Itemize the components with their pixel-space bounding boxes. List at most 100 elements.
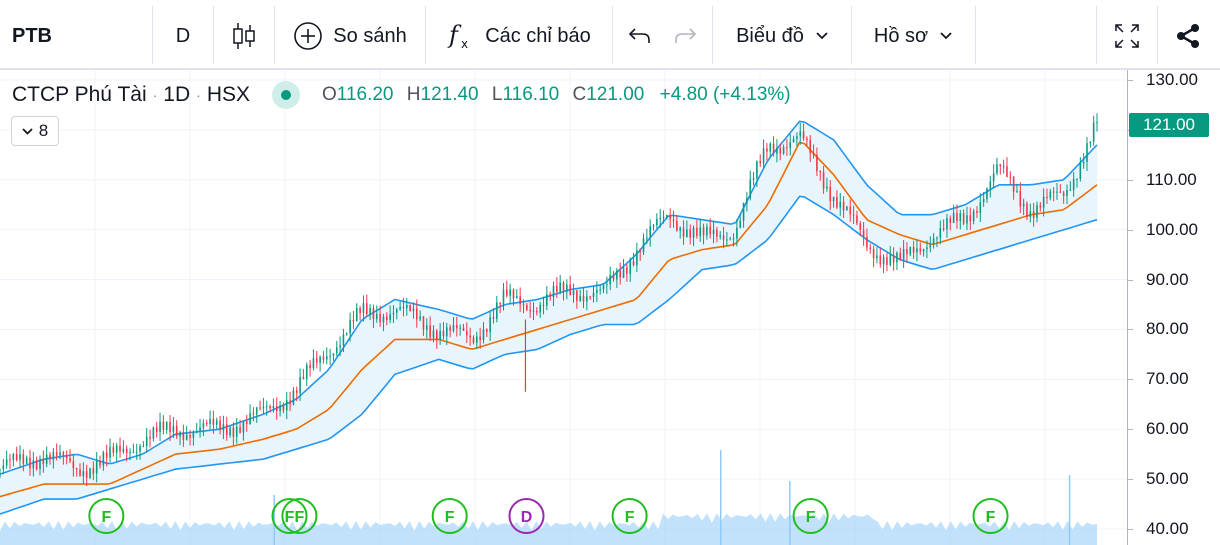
compare-button[interactable]: So sánh <box>275 6 425 66</box>
candle-body <box>839 201 842 208</box>
candle-body <box>599 289 601 291</box>
candle-body <box>422 316 425 330</box>
profile-menu-button[interactable]: Hồ sơ <box>852 6 974 66</box>
event-marker[interactable]: F <box>431 498 468 534</box>
candle-body <box>355 308 358 322</box>
interval-button[interactable]: D <box>153 6 213 66</box>
candle-body <box>1089 141 1092 144</box>
candle-body <box>242 421 245 433</box>
candle-body <box>826 186 828 189</box>
indicator-count: 8 <box>38 121 49 140</box>
chevron-down-icon <box>940 32 952 40</box>
volume-bars <box>0 450 1097 545</box>
event-marker[interactable]: F <box>972 498 1009 534</box>
candle-body <box>1006 166 1008 177</box>
candle-body <box>272 406 275 409</box>
candle-body <box>816 154 818 172</box>
candle-body <box>482 329 485 341</box>
candle-body <box>59 452 61 456</box>
candle-body <box>389 314 391 321</box>
event-marker[interactable]: F <box>88 498 125 534</box>
candle-body <box>75 468 78 470</box>
candle-body <box>999 164 1002 167</box>
candle-body <box>682 227 685 237</box>
redo-icon <box>672 25 698 47</box>
plus-circle-icon <box>293 21 323 51</box>
redo-button[interactable] <box>660 6 710 66</box>
event-marker-ring <box>271 498 308 534</box>
price-axis[interactable]: 130.00120.00110.00100.0090.0080.0070.006… <box>1127 70 1220 545</box>
candle-body <box>726 239 728 241</box>
candle-body <box>192 432 195 438</box>
candle-body <box>305 364 308 379</box>
candle-body <box>576 290 578 301</box>
event-marker-label: F <box>101 509 111 526</box>
symbol-search-button[interactable]: PTB <box>0 6 152 66</box>
candle-body <box>629 261 631 274</box>
candle-body <box>926 247 928 250</box>
candle-body <box>672 219 675 221</box>
event-marker[interactable]: F <box>611 498 648 534</box>
candle-body <box>35 460 38 470</box>
candle-body <box>546 294 548 306</box>
market-status-dot[interactable] <box>272 81 301 109</box>
candle-body <box>145 436 148 447</box>
candle-body <box>385 316 388 321</box>
candle-body <box>1056 191 1058 193</box>
candle-body <box>919 248 922 252</box>
candle-body <box>719 235 722 237</box>
candle-body <box>82 471 85 477</box>
event-marker[interactable]: F <box>271 498 308 534</box>
undo-button[interactable] <box>614 6 666 66</box>
candle-body <box>0 469 1 471</box>
candle-body <box>1069 189 1072 191</box>
candle-body <box>419 316 421 320</box>
event-marker[interactable]: D <box>508 498 545 534</box>
candle-body <box>539 304 541 313</box>
candle-body <box>956 212 958 222</box>
candle-body <box>856 215 858 224</box>
candle-body <box>65 455 68 459</box>
candle-body <box>395 309 398 313</box>
candle-body <box>909 247 912 255</box>
candle-body <box>536 310 538 313</box>
candle-body <box>469 335 471 338</box>
candles <box>0 113 1098 486</box>
event-marker[interactable]: F <box>281 498 318 534</box>
candle-body <box>862 229 865 237</box>
candle-body <box>1046 196 1048 199</box>
chart-menu-button[interactable]: Biểu đồ <box>713 6 851 66</box>
candle-body <box>622 267 625 278</box>
candle-body <box>169 421 171 433</box>
event-marker[interactable]: F <box>792 498 829 534</box>
candle-body <box>19 454 21 460</box>
candle-body <box>172 425 175 433</box>
candle-body <box>1009 176 1012 178</box>
indicators-toggle-button[interactable]: 8 <box>11 116 59 146</box>
profile-menu-label: Hồ sơ <box>873 24 929 47</box>
candle-body <box>942 228 945 230</box>
candle-body <box>105 452 108 458</box>
candle-body <box>936 237 938 239</box>
candle-body <box>49 454 51 460</box>
candle-body <box>892 254 895 263</box>
indicators-label: Các chỉ báo <box>485 24 591 47</box>
candle-body <box>556 285 558 293</box>
event-marker-ring <box>611 498 648 534</box>
candle-body <box>382 316 385 323</box>
chart-style-button[interactable] <box>214 6 274 66</box>
share-button[interactable] <box>1158 6 1218 66</box>
candle-body <box>656 218 658 226</box>
candle-body <box>659 217 662 219</box>
candle-body <box>345 333 348 335</box>
candle-body <box>649 226 651 238</box>
indicators-button[interactable]: f x Các chỉ báo <box>426 6 612 66</box>
candle-body <box>802 131 805 139</box>
event-marker-ring <box>281 498 318 534</box>
candle-body <box>332 353 335 356</box>
high-value: 121.40 <box>420 84 479 105</box>
candle-body <box>829 186 832 202</box>
fullscreen-button[interactable] <box>1097 6 1157 66</box>
